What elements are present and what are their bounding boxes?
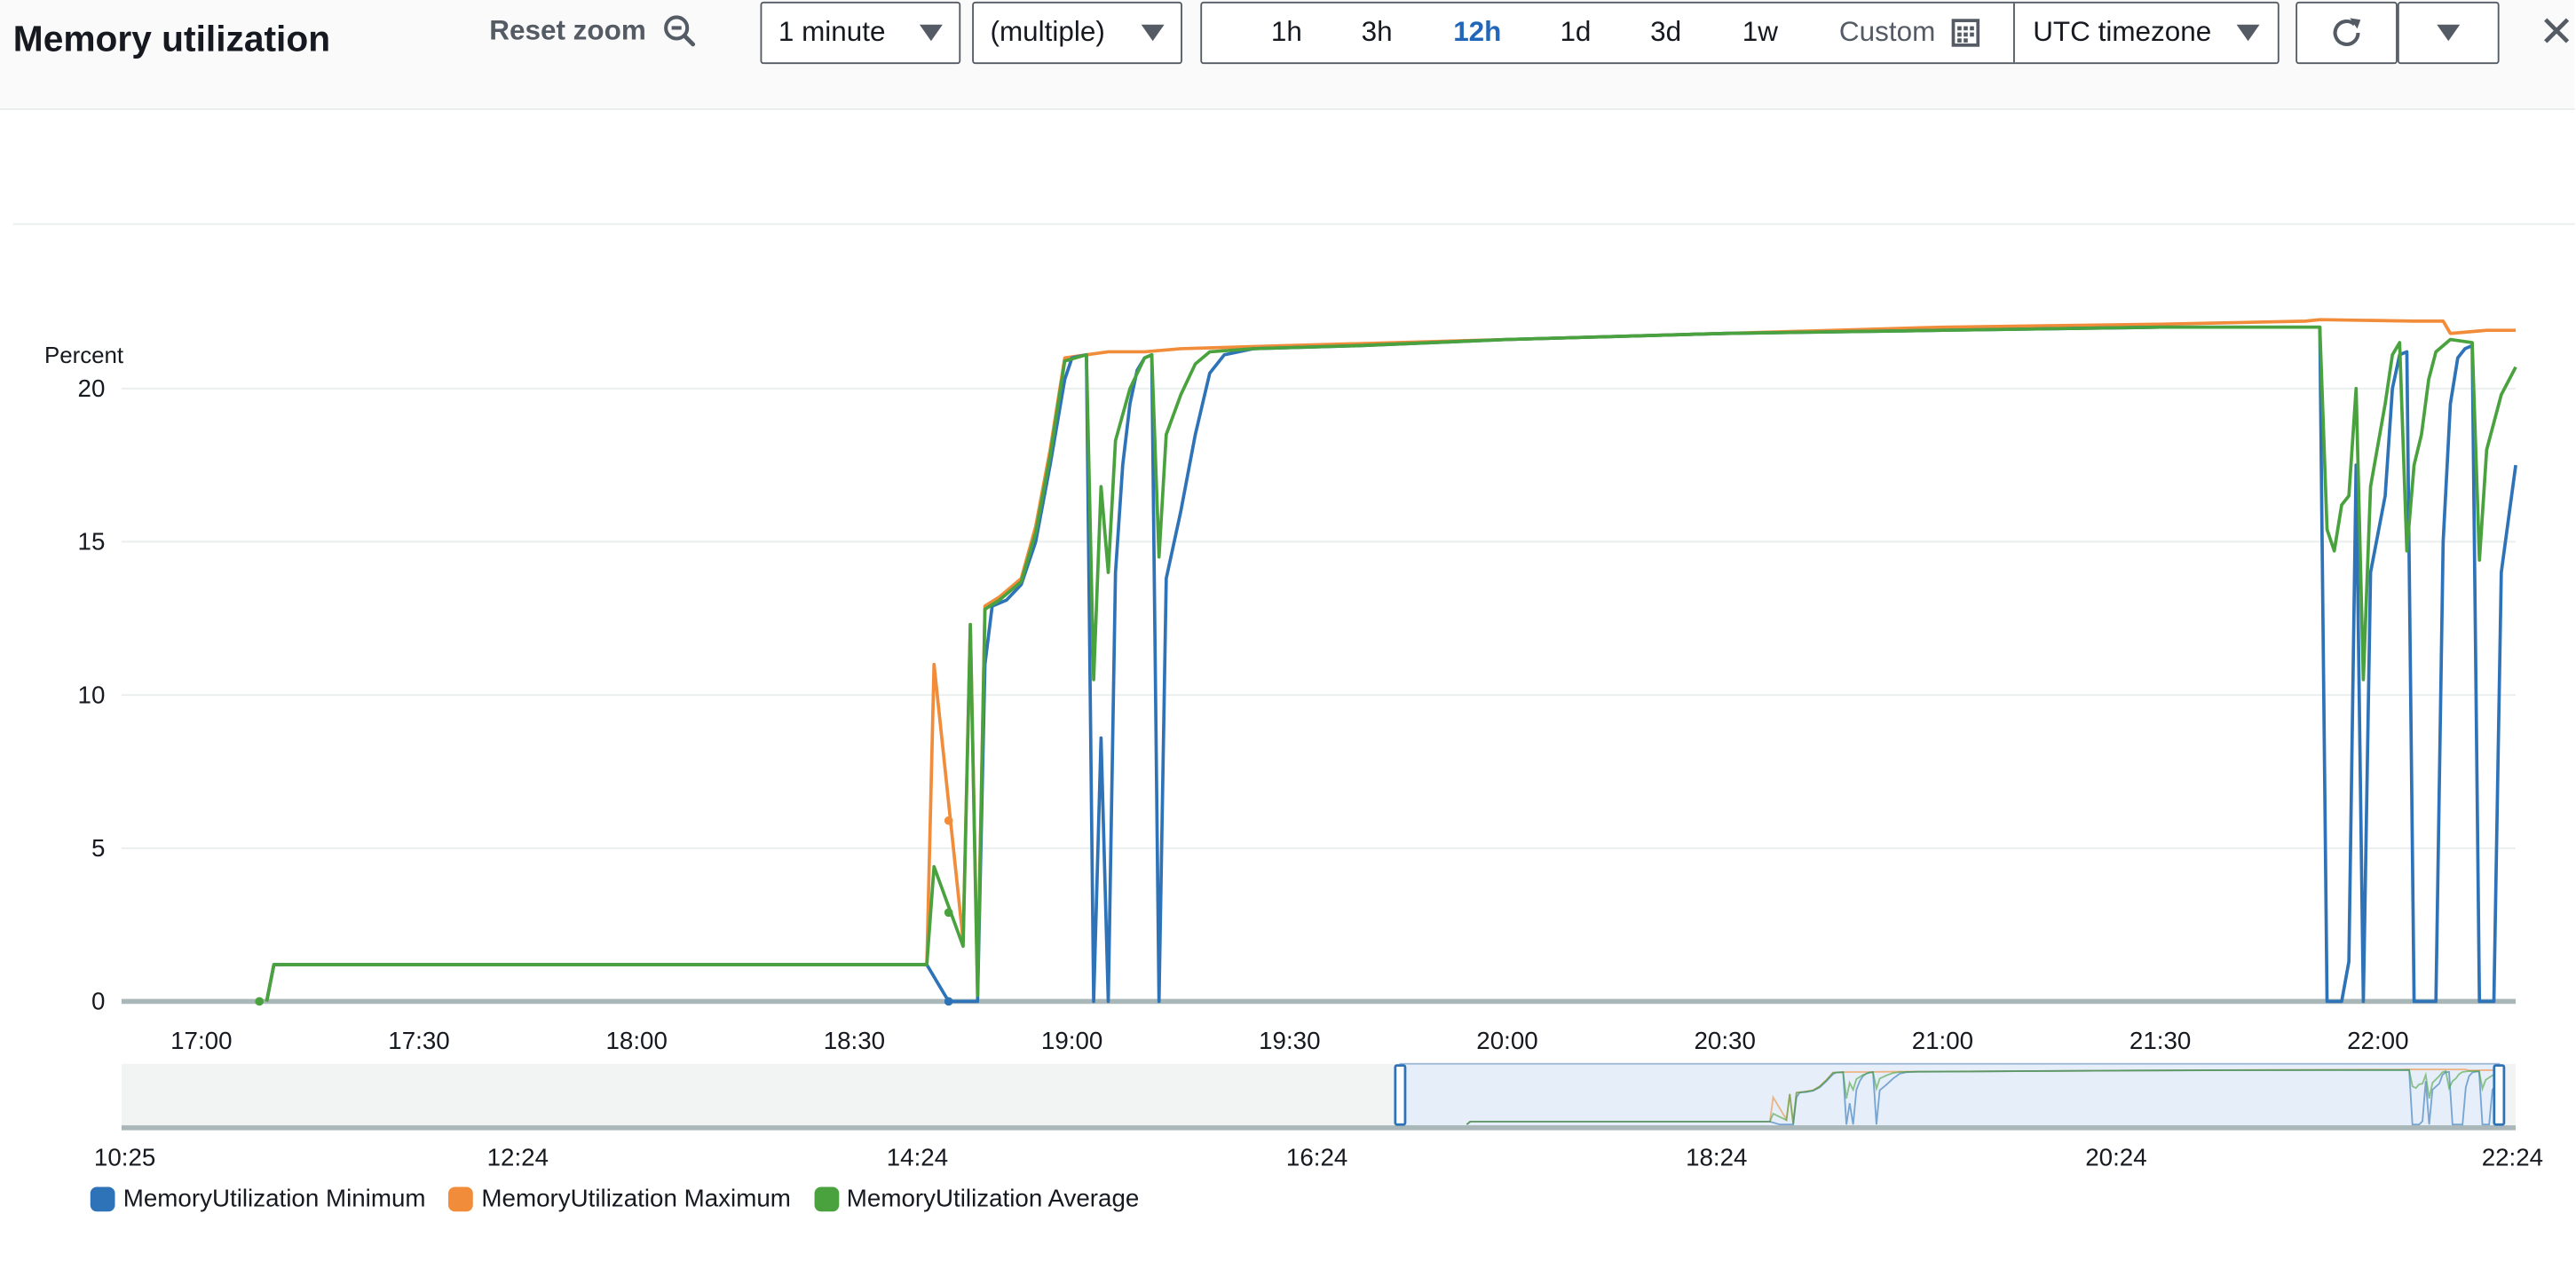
overview-handle-right[interactable] xyxy=(2493,1064,2506,1126)
statistic-value: (multiple) xyxy=(990,16,1105,48)
range-1h[interactable]: 1h xyxy=(1270,16,1302,48)
reset-zoom-button[interactable]: Reset zoom xyxy=(489,13,699,50)
overview-tick-label: 12:24 xyxy=(487,1143,549,1170)
refresh-options-button[interactable] xyxy=(2397,1,2500,65)
widget-title: Memory utilization xyxy=(12,18,331,59)
calendar-icon xyxy=(1950,19,1979,47)
overview-tick-label: 20:24 xyxy=(2085,1143,2146,1170)
y-tick-label: 10 xyxy=(78,681,106,708)
y-tick-label: 15 xyxy=(78,528,106,556)
x-tick-label: 18:30 xyxy=(824,1027,885,1054)
x-tick-label: 17:00 xyxy=(170,1027,232,1054)
zoom-out-icon xyxy=(664,15,696,47)
x-tick-label: 19:30 xyxy=(1259,1027,1320,1054)
chart-legend: MemoryUtilization Minimum MemoryUtilizat… xyxy=(90,1185,1140,1214)
range-3d[interactable]: 3d xyxy=(1650,16,1682,48)
legend-label-average: MemoryUtilization Average xyxy=(846,1185,1140,1214)
period-value: 1 minute xyxy=(778,16,886,48)
overview-tick-label: 18:24 xyxy=(1686,1143,1747,1170)
y-axis-label: Percent xyxy=(44,343,123,368)
time-range-selector: 1h 3h 12h 1d 3d 1w Custom UTC timezone xyxy=(1200,1,2280,65)
legend-label-maximum: MemoryUtilization Maximum xyxy=(481,1185,791,1214)
y-tick-label: 5 xyxy=(91,834,105,862)
x-tick-label: 21:00 xyxy=(1912,1027,1973,1054)
period-select[interactable]: 1 minute xyxy=(760,1,961,65)
overview-selection[interactable] xyxy=(1399,1062,2501,1127)
overview-tick-label: 10:25 xyxy=(94,1143,155,1170)
overview-tick-label: 14:24 xyxy=(887,1143,948,1170)
legend-swatch-average xyxy=(813,1186,839,1212)
timezone-value: UTC timezone xyxy=(2033,16,2212,48)
range-12h[interactable]: 12h xyxy=(1453,16,1502,48)
data-point-avg xyxy=(944,908,953,918)
legend-swatch-minimum xyxy=(90,1186,115,1212)
legend-item-average[interactable]: MemoryUtilization Average xyxy=(813,1185,1140,1214)
reset-zoom-label: Reset zoom xyxy=(489,14,646,46)
legend-label-minimum: MemoryUtilization Minimum xyxy=(122,1185,426,1214)
overview-handle-left[interactable] xyxy=(1394,1064,1407,1126)
x-tick-label: 18:00 xyxy=(606,1027,668,1054)
caret-down-icon xyxy=(1141,24,1165,42)
series-line-max xyxy=(265,318,2517,1002)
refresh-icon xyxy=(2333,18,2361,46)
data-point-max xyxy=(944,816,953,825)
timezone-select[interactable]: UTC timezone xyxy=(2033,4,2211,63)
legend-item-maximum[interactable]: MemoryUtilization Maximum xyxy=(448,1185,791,1214)
legend-swatch-maximum xyxy=(448,1186,474,1212)
y-tick-label: 0 xyxy=(91,988,105,1015)
data-point-min xyxy=(944,997,953,1006)
range-3h[interactable]: 3h xyxy=(1361,16,1393,48)
x-tick-label: 19:00 xyxy=(1041,1027,1102,1054)
range-separator xyxy=(2013,3,2015,63)
x-tick-label: 20:30 xyxy=(1695,1027,1756,1054)
header-divider xyxy=(12,223,2575,225)
overview-line-avg xyxy=(1466,1068,2500,1125)
custom-range-button[interactable]: Custom xyxy=(1839,4,1979,63)
data-point-avg xyxy=(255,997,264,1006)
caret-down-icon xyxy=(2437,24,2461,42)
x-tick-label: 21:30 xyxy=(2130,1027,2191,1054)
caret-down-icon xyxy=(919,24,943,42)
x-tick-label: 20:00 xyxy=(1476,1027,1537,1054)
caret-down-icon xyxy=(2236,24,2260,42)
x-tick-label: 17:30 xyxy=(388,1027,449,1054)
series-line-min xyxy=(265,325,2517,1004)
x-tick-label: 22:00 xyxy=(2347,1027,2408,1054)
y-tick-label: 20 xyxy=(78,374,106,402)
range-1d[interactable]: 1d xyxy=(1560,16,1592,48)
series-line-avg xyxy=(265,325,2517,1002)
range-1w[interactable]: 1w xyxy=(1742,16,1778,48)
widget-header: Memory utilization Reset zoom 1 minute (… xyxy=(0,0,2575,110)
legend-item-minimum[interactable]: MemoryUtilization Minimum xyxy=(90,1185,426,1214)
custom-range-label: Custom xyxy=(1838,16,1936,48)
overview-tick-label: 22:24 xyxy=(2482,1143,2543,1170)
overview-tick-label: 16:24 xyxy=(1286,1143,1347,1170)
close-icon[interactable]: ✕ xyxy=(2539,6,2575,56)
refresh-button[interactable] xyxy=(2295,1,2398,65)
statistic-select[interactable]: (multiple) xyxy=(972,1,1182,65)
